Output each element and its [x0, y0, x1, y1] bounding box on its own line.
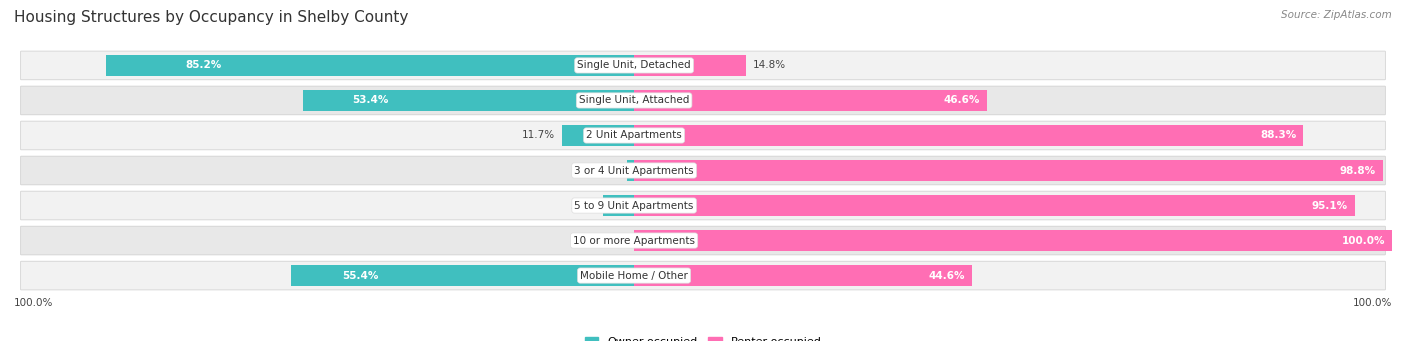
FancyBboxPatch shape [21, 191, 1385, 220]
Bar [603, 195, 634, 217]
FancyBboxPatch shape [21, 261, 1385, 290]
Bar [634, 90, 987, 111]
Text: 100.0%: 100.0% [1341, 236, 1385, 246]
Bar [634, 265, 972, 286]
Text: 88.3%: 88.3% [1260, 131, 1296, 140]
Legend: Owner-occupied, Renter-occupied: Owner-occupied, Renter-occupied [581, 332, 825, 341]
Text: Housing Structures by Occupancy in Shelby County: Housing Structures by Occupancy in Shelb… [14, 10, 408, 25]
FancyBboxPatch shape [21, 226, 1385, 255]
Text: Mobile Home / Other: Mobile Home / Other [581, 270, 688, 281]
Text: Source: ZipAtlas.com: Source: ZipAtlas.com [1281, 10, 1392, 20]
Text: 0.0%: 0.0% [600, 236, 627, 246]
Bar [304, 90, 634, 111]
Text: 5.0%: 5.0% [569, 201, 596, 210]
Text: 85.2%: 85.2% [186, 60, 221, 71]
Text: Single Unit, Attached: Single Unit, Attached [579, 95, 689, 105]
Bar [634, 160, 1384, 181]
Text: 10 or more Apartments: 10 or more Apartments [574, 236, 695, 246]
Bar [627, 160, 634, 181]
FancyBboxPatch shape [21, 121, 1385, 150]
Text: 100.0%: 100.0% [1353, 298, 1392, 308]
Text: 14.8%: 14.8% [754, 60, 786, 71]
Text: 2 Unit Apartments: 2 Unit Apartments [586, 131, 682, 140]
Text: 11.7%: 11.7% [522, 131, 555, 140]
Text: 98.8%: 98.8% [1340, 165, 1376, 176]
FancyBboxPatch shape [21, 156, 1385, 185]
Text: 55.4%: 55.4% [342, 270, 378, 281]
Bar [634, 124, 1303, 146]
FancyBboxPatch shape [21, 51, 1385, 80]
Bar [105, 55, 634, 76]
Text: 95.1%: 95.1% [1312, 201, 1348, 210]
Bar [291, 265, 634, 286]
Text: 53.4%: 53.4% [353, 95, 389, 105]
Text: 3 or 4 Unit Apartments: 3 or 4 Unit Apartments [574, 165, 695, 176]
Text: 1.2%: 1.2% [593, 165, 620, 176]
Bar [561, 124, 634, 146]
Text: 46.6%: 46.6% [943, 95, 980, 105]
Bar [634, 230, 1392, 251]
Text: 5 to 9 Unit Apartments: 5 to 9 Unit Apartments [575, 201, 693, 210]
Bar [634, 55, 747, 76]
Text: 44.6%: 44.6% [929, 270, 965, 281]
Text: 100.0%: 100.0% [14, 298, 53, 308]
Text: Single Unit, Detached: Single Unit, Detached [578, 60, 690, 71]
FancyBboxPatch shape [21, 86, 1385, 115]
Bar [634, 195, 1355, 217]
